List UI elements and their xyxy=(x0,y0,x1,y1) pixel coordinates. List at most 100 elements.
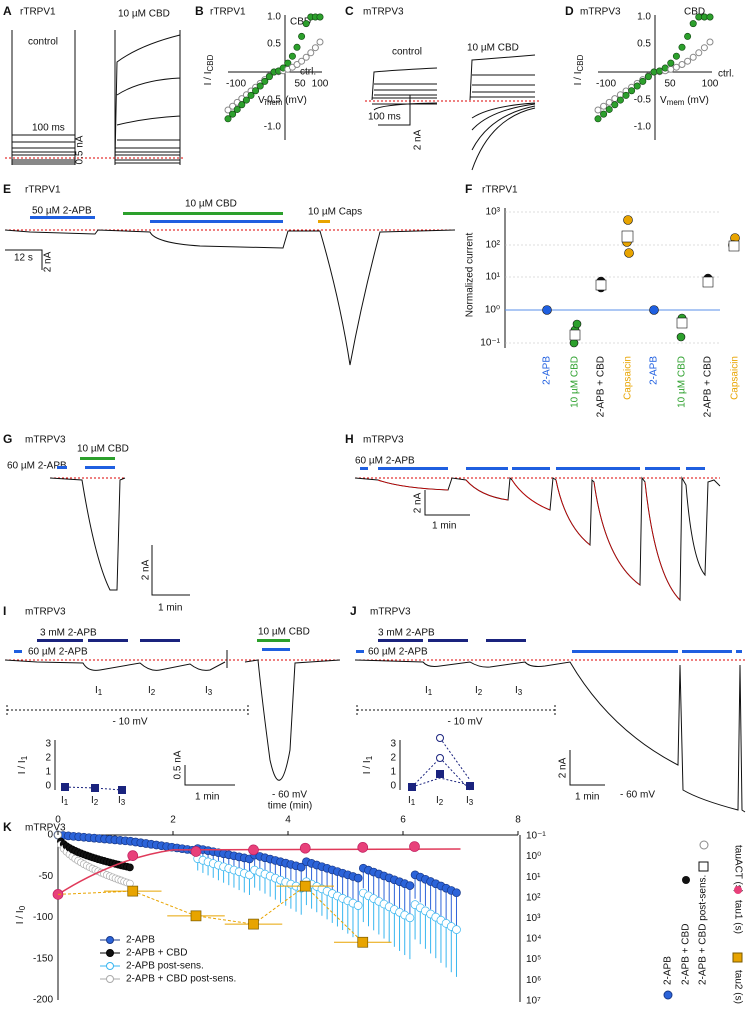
scale-label: 0.5 nA xyxy=(173,750,184,779)
y2-tick-label: 10⁷ xyxy=(526,995,541,1006)
y-tick-label: -200 xyxy=(33,995,53,1006)
inset-y-label: I / I1 xyxy=(17,755,29,774)
trace-point xyxy=(357,842,369,853)
scale-label: 1 min xyxy=(158,603,182,614)
iv-point xyxy=(611,101,619,109)
trace xyxy=(4,650,341,781)
scale-bar xyxy=(569,750,605,786)
application-bars xyxy=(14,639,290,653)
y-tick-label: 0.5 xyxy=(267,39,281,50)
y-label: Normalized current xyxy=(465,233,476,318)
drug-label: 3 mM 2-APB xyxy=(40,628,97,639)
application-bars xyxy=(30,212,330,223)
drug-label: 10 µM CBD xyxy=(77,444,129,455)
right-axis-label: tau2 (s) xyxy=(732,970,743,1004)
y2-tick-label: 10⁰ xyxy=(526,851,541,862)
traces xyxy=(5,30,185,165)
key-marker xyxy=(699,840,709,850)
trace xyxy=(354,659,746,813)
trace xyxy=(4,229,456,366)
iv-point xyxy=(689,20,697,28)
series-label: ctrl. xyxy=(718,69,734,80)
y-tick-label: 10³ xyxy=(486,207,501,218)
fit xyxy=(57,848,461,896)
iv-point xyxy=(633,82,641,90)
inset-x-label: I2 xyxy=(91,795,99,807)
iv-point xyxy=(224,106,232,114)
scale-label: 1 min xyxy=(432,521,456,532)
iv-point xyxy=(605,105,613,113)
iv-point xyxy=(288,52,296,60)
cell-label: mTRPV3 xyxy=(580,7,621,18)
trace-point xyxy=(452,888,461,898)
y2-tick-label: 10² xyxy=(526,892,541,903)
iv-point xyxy=(302,53,310,61)
inset-x-label: I1 xyxy=(61,795,69,807)
x-tick-label: 0 xyxy=(55,815,61,826)
right-axis-label: tauACT (s) xyxy=(732,845,743,893)
pulse-label: I3 xyxy=(515,685,523,697)
legend-label: 2-APB + CBD post-sens. xyxy=(126,974,236,985)
y-tick-label: -1.0 xyxy=(634,122,652,133)
trace-point xyxy=(353,873,363,883)
x-tick-label: 100 xyxy=(312,79,329,90)
x-label: Vmem (mV) xyxy=(258,95,307,107)
iv-point xyxy=(298,32,306,40)
y-tick-label: 10² xyxy=(486,240,501,251)
panel-label: C xyxy=(345,4,354,18)
iv-point xyxy=(644,73,652,81)
pulse-label: I2 xyxy=(475,685,483,697)
iv-point xyxy=(672,52,680,60)
drug-label: 60 µM 2-APB xyxy=(28,647,88,658)
trace-point xyxy=(190,846,202,857)
cell-label: rTRPV1 xyxy=(482,185,518,196)
key-marker xyxy=(734,886,742,894)
inset-series xyxy=(411,737,471,791)
drug-label: 60 µM 2-APB xyxy=(355,456,415,467)
trace xyxy=(49,477,126,591)
trace-point xyxy=(296,862,306,872)
tau2-marker xyxy=(357,936,369,948)
iv-point xyxy=(265,73,273,81)
series-label: CBD xyxy=(684,7,705,18)
iv-point xyxy=(293,43,301,51)
pulse-label: I1 xyxy=(95,685,103,697)
iv-point xyxy=(293,61,301,68)
cell-label: mTRPV3 xyxy=(363,7,404,18)
drug-label: 60 µM 2-APB xyxy=(7,461,67,472)
legend-marker xyxy=(106,949,114,957)
inset-y-label: I / I1 xyxy=(362,755,374,774)
cell-label: mTRPV3 xyxy=(25,607,66,618)
trace-point xyxy=(353,901,363,910)
inset-x-label: I3 xyxy=(118,795,126,807)
inset-tick: 0 xyxy=(390,781,396,792)
iv-point xyxy=(689,53,697,61)
y-tick-label: 0 xyxy=(47,830,53,841)
trace-point xyxy=(126,863,134,872)
iv-point xyxy=(706,38,714,46)
y-tick-label: 0.5 xyxy=(637,39,651,50)
iv-point xyxy=(639,77,647,85)
y-tick-label: 1.0 xyxy=(267,12,281,23)
drug-label: 10 µM CBD xyxy=(258,627,310,638)
inset-markers xyxy=(61,783,126,794)
inset-x-label: I3 xyxy=(466,795,474,807)
drug-label: 60 µM 2-APB xyxy=(368,647,428,658)
pulse-label: I3 xyxy=(205,685,213,697)
holding-label: - 60 mV xyxy=(272,790,307,801)
category-label: 2-APB + CBD xyxy=(596,356,607,417)
scale-label: 2 nA xyxy=(43,251,54,272)
series-label: CBD xyxy=(290,17,311,28)
inset-x-label: I1 xyxy=(408,795,416,807)
x-label: Vmem (mV) xyxy=(660,95,709,107)
iv-point xyxy=(600,110,608,118)
fit xyxy=(377,479,681,601)
trace-point xyxy=(299,842,311,854)
tau2-series xyxy=(57,885,364,943)
iv-point xyxy=(678,61,686,68)
scale-label: 2 nA xyxy=(141,559,152,580)
y-label: I / ICBD xyxy=(203,54,215,85)
legend-marker xyxy=(106,936,114,944)
y-tick-label: -100 xyxy=(33,912,53,923)
trace xyxy=(354,476,721,602)
